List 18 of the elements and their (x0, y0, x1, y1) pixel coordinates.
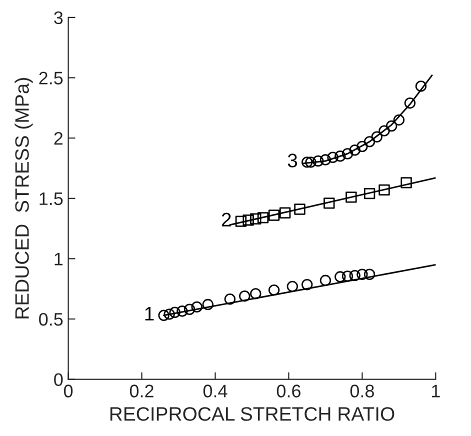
series-label: 1 (145, 307, 154, 320)
x-tick-label: 0.4 (203, 384, 228, 398)
y-tick-label: 0.5 (39, 312, 63, 326)
y-tick-label: 1 (54, 252, 63, 266)
x-tick-label: 0.2 (130, 384, 154, 398)
x-tick-label: 0.6 (276, 384, 300, 398)
x-tick-label: 0 (64, 384, 73, 398)
y-tick-label: 1.5 (40, 192, 63, 206)
y-tick-label: 3 (54, 11, 63, 24)
series-label: 3 (288, 154, 298, 168)
x-axis-title: RECIPROCAL STRETCH RATIO (110, 407, 394, 421)
y-tick-label: 0 (54, 373, 63, 386)
x-tick-label: 1 (432, 384, 440, 398)
series-label: 2 (222, 212, 231, 226)
y-axis-title: REDUCED STRESS (MPa) (14, 78, 33, 318)
y-tick-label: 2.5 (39, 72, 63, 84)
x-tick-label: 0.8 (350, 384, 374, 398)
y-tick-label: 2 (54, 132, 63, 145)
